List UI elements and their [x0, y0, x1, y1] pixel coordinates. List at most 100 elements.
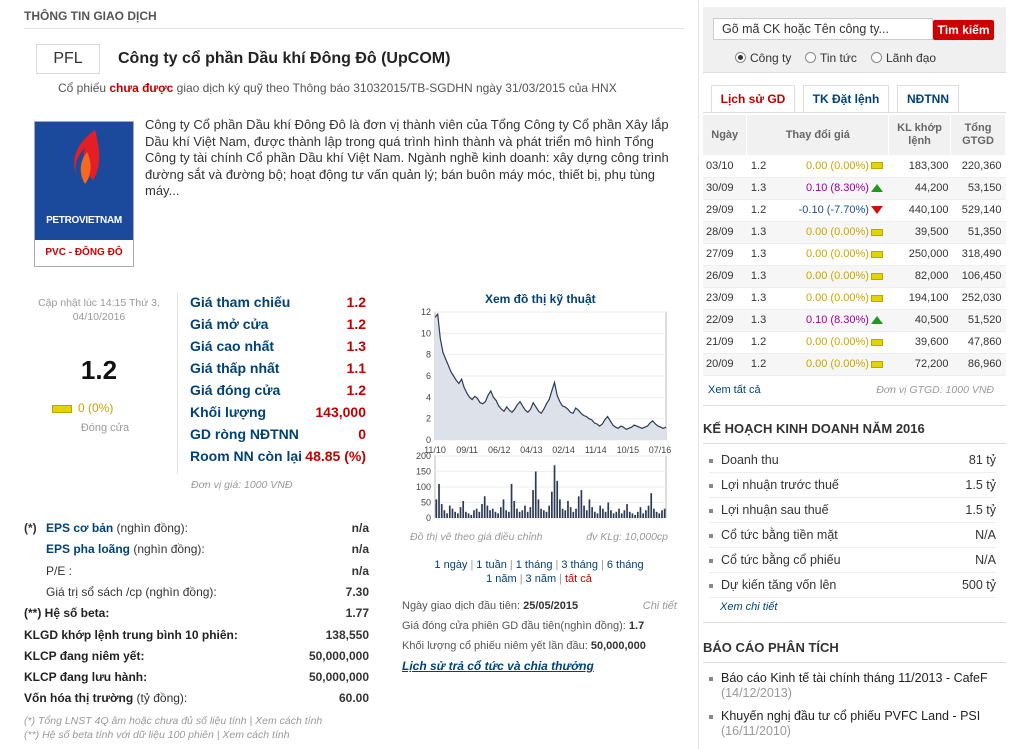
- bullet-icon: [709, 677, 713, 681]
- indicator-row: P/E : n/a: [24, 561, 369, 582]
- radio-label: Lãnh đạo: [886, 51, 937, 65]
- report-title[interactable]: Báo cáo Kinh tế tài chính tháng 11/2013 …: [721, 671, 988, 685]
- separator: |: [519, 573, 523, 585]
- radio-company[interactable]: Công ty: [735, 51, 791, 65]
- logo-brand: PETROVIETNAM: [46, 215, 122, 226]
- tab-order-stats[interactable]: TK Đặt lệnh: [803, 85, 889, 113]
- price-change-value: 0 (0%): [78, 401, 114, 415]
- cell-change: 1.3 0.00 (0.00%): [746, 265, 889, 288]
- volume-bar: [491, 508, 494, 518]
- plan-row: Dự kiến tăng vốn lên 500 tỷ: [709, 573, 996, 598]
- sidebar: Gõ mã CK hoặc Tên công ty... Tìm kiếm Cô…: [703, 0, 1006, 749]
- period-7[interactable]: tất cả: [564, 573, 592, 585]
- volume-bar: [634, 514, 636, 518]
- indicator-label: KLGD khớp lệnh trung bình 10 phiên:: [24, 627, 238, 642]
- dividend-history-link[interactable]: Lịch sử trả cổ tức và chia thưởng: [402, 659, 594, 673]
- volume-bar: [553, 465, 556, 518]
- price-unit: Đơn vị giá: 1000 VNĐ: [191, 479, 293, 491]
- detail-link[interactable]: Chi tiết: [642, 600, 677, 612]
- volume-bar: [542, 510, 545, 518]
- history-table: Ngày Thay đổi giá KL khớp lệnh Tổng GTGD…: [703, 115, 1006, 376]
- tab-foreign-investors[interactable]: NĐTNN: [897, 85, 959, 113]
- report-item[interactable]: Khuyến nghị đầu tư cổ phiếu PVFC Land - …: [709, 709, 999, 739]
- volume-bar: [559, 499, 561, 518]
- arrow-up-icon: [870, 316, 883, 325]
- period-6[interactable]: 3 năm: [525, 573, 557, 585]
- cell-value: 51,520: [950, 309, 1006, 332]
- table-row: 27/09 1.3 0.00 (0.00%) 250,000 318,490: [703, 243, 1006, 266]
- bullet-icon: [709, 583, 713, 588]
- volume-bar: [567, 500, 569, 518]
- x-tick-label: 11/10: [424, 445, 446, 455]
- volume-bar: [596, 513, 599, 518]
- cell-price: 1.3: [750, 226, 767, 238]
- indicator-row: KLCP đang niêm yết: 50,000,000: [24, 646, 369, 667]
- volume-bar: [572, 511, 575, 518]
- see-all-link[interactable]: Xem tất cả: [708, 384, 761, 396]
- trading-info-panel: THÔNG TIN GIAO DỊCH PFL Công ty cổ phần …: [24, 9, 684, 741]
- plan-row: Cổ tức bằng cổ phiếu N/A: [709, 548, 996, 573]
- period-1[interactable]: 1 tuần: [476, 559, 507, 571]
- period-0[interactable]: 1 ngày: [434, 559, 468, 571]
- volume-tick-label: 200: [416, 451, 431, 461]
- volume-bar: [564, 510, 567, 518]
- report-text[interactable]: Báo cáo Kinh tế tài chính tháng 11/2013 …: [721, 671, 999, 701]
- indicator-row: EPS pha loãng (nghìn đồng): n/a: [24, 539, 369, 560]
- tab-trading-history[interactable]: Lịch sử GD: [711, 85, 795, 113]
- volume-bar: [537, 499, 540, 518]
- period-4[interactable]: 6 tháng: [606, 559, 644, 571]
- plan-row: Lợi nhuận sau thuế 1.5 tỷ: [709, 498, 996, 523]
- price-label: Giá mở cửa: [190, 316, 269, 332]
- search-input[interactable]: Gõ mã CK hoặc Tên công ty...: [713, 18, 933, 40]
- radio-news[interactable]: Tin tức: [805, 51, 857, 65]
- chart-title-link[interactable]: Xem đồ thị kỹ thuật: [485, 292, 596, 306]
- flat-icon: [52, 404, 72, 413]
- plan-label: Lợi nhuận trước thuế: [721, 478, 839, 492]
- indicator-value: 138,550: [325, 627, 369, 642]
- volume-bar: [510, 483, 513, 518]
- price-row: Room NN còn lại 48.85 (%): [190, 448, 366, 470]
- volume-bar: [631, 513, 634, 518]
- price-chart[interactable]: 0 2 4 6 8 10 12 11/10 09/11 06/12 04/13 02/14 11/14 1…: [408, 306, 676, 528]
- arrow-down-icon: [870, 206, 883, 215]
- cell-change-value: 0.00 (0.00%): [805, 292, 869, 304]
- cell-change: 1.2 0.00 (0.00%): [746, 353, 889, 376]
- price-value: 1.2: [346, 294, 366, 310]
- volume-bar: [661, 510, 663, 518]
- flat-icon: [870, 272, 883, 280]
- volume-bar: [655, 511, 658, 518]
- period-5[interactable]: 1 năm: [486, 573, 517, 585]
- first-close-value: 1.7: [628, 620, 645, 632]
- chart-footnote: Đồ thị vẽ theo giá điều chỉnh: [410, 531, 543, 543]
- indicator-label[interactable]: EPS pha loãng: [46, 542, 131, 557]
- cell-date: 03/10: [703, 155, 747, 178]
- volume-bar: [473, 510, 475, 518]
- volume-bar: [443, 510, 446, 518]
- indicator-label[interactable]: EPS cơ bản: [46, 521, 114, 535]
- volume-bar: [551, 491, 553, 518]
- current-price: 1.2: [80, 355, 118, 385]
- plan-label: Cổ tức bằng cổ phiếu: [721, 553, 841, 567]
- volume-bar: [602, 508, 604, 518]
- indicator-value: 50,000,000: [308, 670, 369, 685]
- radio-icon: [871, 52, 882, 63]
- indicator-label: P/E: [46, 563, 66, 578]
- search-button[interactable]: Tìm kiếm: [933, 20, 994, 40]
- volume-bar: [599, 505, 602, 518]
- volume-bar: [518, 511, 521, 518]
- price-value: 1.2: [346, 316, 366, 332]
- plan-detail-link[interactable]: Xem chi tiết: [720, 601, 778, 613]
- volume-bar: [645, 510, 647, 518]
- price-volume-chart: 0 2 4 6 8 10 12 11/10 09/11 06/12 04/13 02/14 11/14 1…: [416, 307, 671, 523]
- report-title[interactable]: Khuyến nghị đầu tư cổ phiếu PVFC Land - …: [721, 709, 981, 723]
- y-tick-label: 4: [426, 392, 431, 402]
- report-item[interactable]: Báo cáo Kinh tế tài chính tháng 11/2013 …: [709, 671, 999, 701]
- table-row: 29/09 1.2 -0.10 (-7.70%) 440,100 529,140: [703, 199, 1006, 222]
- volume-bar: [499, 507, 502, 518]
- period-2[interactable]: 1 tháng: [515, 559, 553, 571]
- radio-leaders[interactable]: Lãnh đạo: [871, 51, 936, 65]
- period-3[interactable]: 3 tháng: [561, 559, 599, 571]
- price-row: Khối lượng 143,000: [190, 404, 366, 426]
- report-text[interactable]: Khuyến nghị đầu tư cổ phiếu PVFC Land - …: [721, 709, 999, 739]
- cell-change: 1.2 -0.10 (-7.70%): [746, 199, 889, 222]
